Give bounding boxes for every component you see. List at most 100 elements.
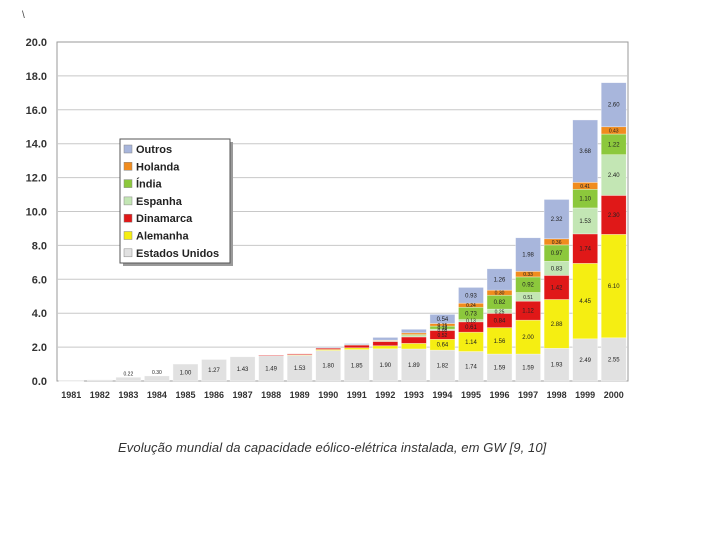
legend-box	[119, 138, 231, 264]
bar-segment	[600, 82, 627, 128]
legend-label: Holanda	[136, 161, 180, 173]
x-tick-label: 1983	[118, 390, 138, 400]
x-tick-label: 1998	[547, 390, 567, 400]
data-label: 1.59	[522, 366, 534, 372]
bar-segment	[600, 154, 627, 196]
bar-segment	[315, 347, 342, 349]
x-tick-label: 1985	[175, 390, 195, 400]
data-label: 2.40	[608, 173, 620, 179]
legend-label: Dinamarca	[136, 213, 193, 225]
bar-segment	[458, 287, 484, 304]
bar-segment	[315, 350, 342, 382]
data-label: 2.30	[608, 213, 620, 219]
data-label: 0.41	[580, 184, 590, 190]
legend-label: Espanha	[136, 196, 183, 208]
bar-segment	[258, 354, 284, 357]
data-label: 2.32	[551, 217, 563, 223]
bar-segment	[401, 329, 427, 334]
data-label: 0.64	[437, 343, 449, 349]
legend-swatch	[123, 179, 133, 188]
y-tick-label: 6.0	[32, 274, 47, 286]
data-label: 1.85	[351, 363, 363, 369]
data-label: 1.26	[494, 277, 506, 283]
bar-segment	[543, 199, 570, 240]
bar-segment	[401, 343, 427, 350]
data-label: 0.83	[551, 266, 563, 272]
x-tick-label: 1991	[347, 390, 367, 400]
bar-segment	[229, 356, 256, 382]
x-tick-label: 1990	[318, 390, 338, 400]
bar-segment	[401, 336, 427, 344]
bar-segment	[572, 119, 598, 183]
data-label: 2.55	[608, 357, 620, 363]
bar-segment	[429, 314, 456, 324]
legend-label: Índia	[136, 178, 163, 191]
data-label: 0.36	[552, 240, 562, 246]
data-label: 0.24	[466, 303, 476, 309]
bar-segment	[600, 195, 627, 235]
legend-label: Estados Unidos	[136, 248, 219, 260]
data-label: 3.68	[579, 149, 591, 155]
data-label: 1.59	[494, 366, 506, 372]
bar-segment	[486, 353, 513, 382]
data-label: 0.73	[465, 311, 477, 317]
data-label: 0.97	[551, 251, 563, 257]
x-tick-label: 1997	[518, 390, 538, 400]
data-label: 1.22	[608, 142, 620, 148]
data-label: 0.15	[438, 323, 448, 329]
data-label: 1.49	[265, 366, 277, 372]
data-label: 1.98	[522, 253, 534, 259]
bar-segment	[600, 337, 627, 382]
data-label: 1.90	[379, 363, 391, 369]
y-tick-label: 16.0	[26, 105, 47, 117]
bar-segment	[87, 379, 113, 382]
x-tick-label: 1988	[261, 390, 281, 400]
bar-segment	[372, 337, 399, 341]
data-label: 1.74	[579, 247, 591, 253]
bar-segment	[572, 233, 598, 264]
bar-segment	[144, 375, 170, 382]
x-tick-label: 1996	[490, 390, 510, 400]
bar-segment	[258, 355, 284, 382]
bar-segment	[572, 263, 598, 340]
y-tick-label: 0.0	[32, 376, 47, 388]
bar-segment	[543, 347, 570, 382]
x-tick-label: 1989	[290, 390, 310, 400]
data-label: 0.30	[495, 291, 505, 297]
y-tick-label: 10.0	[26, 207, 47, 219]
data-label: 0.61	[465, 325, 477, 331]
x-tick-label: 1986	[204, 390, 224, 400]
data-label: 1.89	[408, 363, 420, 369]
data-label: 1.27	[208, 368, 220, 374]
bar-segment	[429, 349, 456, 382]
bar-segment	[372, 345, 399, 350]
bar-segment	[543, 299, 570, 349]
data-label: 6.10	[608, 284, 620, 290]
data-label: 2.49	[579, 358, 591, 364]
data-label: 0.54	[437, 317, 449, 323]
data-label: 0.33	[523, 272, 533, 278]
x-tick-label: 1984	[147, 390, 167, 400]
data-label: 0.51	[523, 295, 533, 301]
y-tick-label: 12.0	[26, 173, 47, 185]
data-label: 0.13	[466, 319, 476, 325]
data-labels-layer: 0.22 0.30 1.00 1.27 1.43 1.49 1.53 1.80 1.85 1.90…	[124, 103, 621, 378]
data-label: 0.08	[438, 328, 448, 334]
data-label: 1.14	[465, 340, 477, 346]
x-tick-label: 2000	[604, 390, 624, 400]
legend-swatch	[123, 231, 133, 240]
data-label: 1.53	[579, 219, 591, 225]
data-label: 0.43	[609, 128, 619, 134]
x-tick-label: 1982	[90, 390, 110, 400]
bar-segment	[115, 376, 142, 382]
legend-swatch	[123, 162, 133, 171]
bar-segment	[372, 348, 399, 382]
data-label: 0.93	[465, 293, 477, 299]
bar-segment	[201, 359, 227, 382]
legend-swatch	[123, 196, 133, 206]
axis-layer: 0.0 2.0 4.0 6.0 8.0 10.0 12.0 14.0 16.0 18.0 20.0 1…	[26, 37, 624, 400]
figure-caption: Evolução mundial da capacidade eólico-el…	[118, 440, 547, 455]
x-tick-label: 1994	[432, 390, 452, 400]
